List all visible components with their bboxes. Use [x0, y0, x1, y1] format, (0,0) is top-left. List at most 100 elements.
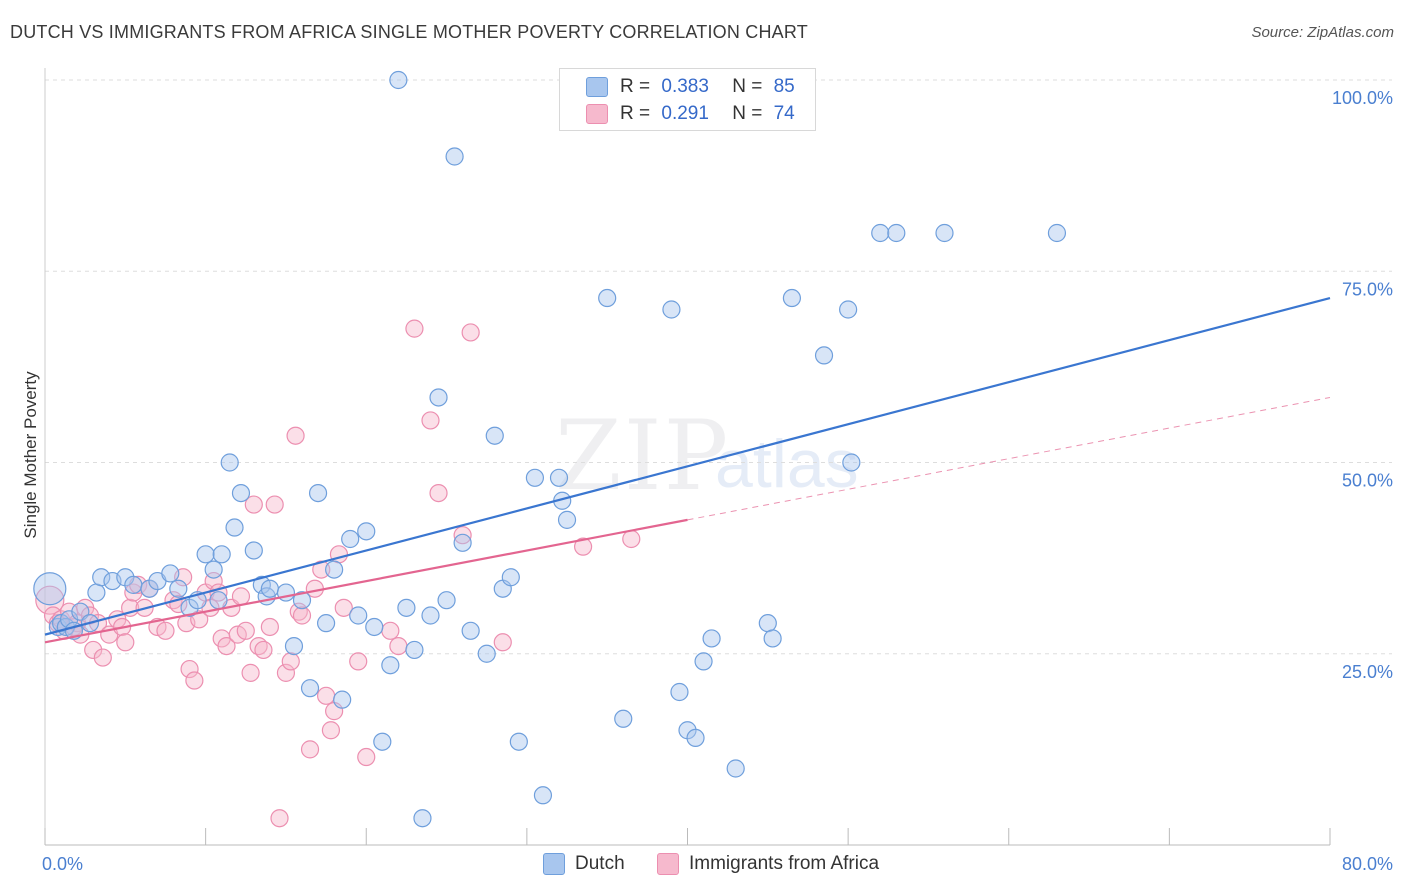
- africa-point: [300, 740, 320, 759]
- chart-title: DUTCH VS IMMIGRANTS FROM AFRICA SINGLE M…: [10, 22, 808, 42]
- africa-point: [156, 621, 175, 640]
- africa-point: [265, 495, 284, 514]
- dutch-point: [292, 591, 312, 610]
- bottom-legend-africa: Immigrants from Africa: [657, 850, 879, 878]
- dutch-point: [349, 606, 368, 625]
- correlation-legend: R = 0.383 N = 85 R = 0.291 N = 74: [559, 68, 816, 131]
- dutch-point: [662, 300, 681, 319]
- dutch-point: [421, 606, 440, 625]
- tick-labels: 25.0% 50.0% 75.0% 100.0% 0.0% 80.0%: [42, 88, 1393, 874]
- africa-point: [254, 640, 273, 660]
- dutch-trend-line: [44, 296, 1331, 636]
- dutch-point: [461, 621, 480, 640]
- africa-point: [292, 606, 312, 625]
- dutch-point: [231, 484, 251, 503]
- dutch-point: [169, 579, 188, 598]
- bottom-africa-label: Immigrants from Africa: [689, 853, 880, 874]
- africa-swatch: [586, 104, 608, 124]
- dutch-point: [300, 679, 320, 698]
- africa-point: [84, 640, 103, 660]
- dutch-point: [373, 732, 392, 751]
- dutch-point: [557, 510, 577, 529]
- africa-point: [349, 652, 368, 671]
- dutch-point: [782, 288, 802, 308]
- dutch-point: [333, 690, 352, 709]
- x-tick-label-max: 80.0%: [1342, 854, 1393, 874]
- africa-point: [286, 426, 305, 445]
- africa-point: [241, 663, 260, 682]
- axes: [44, 68, 1331, 846]
- dutch-point: [525, 468, 545, 487]
- africa-r-value: 0.291: [661, 103, 709, 124]
- dutch-point: [316, 614, 336, 633]
- dutch-point: [413, 809, 432, 828]
- africa-point: [93, 648, 112, 667]
- dutch-r-label: R =: [620, 76, 651, 97]
- africa-point: [281, 652, 300, 671]
- dutch-point: [437, 591, 456, 610]
- x-tick-label-min: 0.0%: [42, 854, 83, 874]
- africa-point: [453, 526, 472, 545]
- dutch-point: [871, 223, 890, 243]
- dutch-point: [670, 682, 689, 702]
- dutch-r-value: 0.383: [661, 76, 709, 97]
- y-tick-label: 75.0%: [1342, 279, 1393, 299]
- dutch-point: [357, 522, 376, 541]
- africa-point: [236, 621, 255, 640]
- dutch-point: [509, 732, 528, 751]
- bottom-legend-dutch: Dutch: [543, 850, 625, 878]
- africa-point: [622, 529, 641, 549]
- dutch-point: [212, 545, 231, 564]
- dutch-point: [485, 426, 504, 445]
- dutch-point: [445, 147, 464, 166]
- trend-lines: [44, 296, 1331, 644]
- africa-point: [231, 587, 251, 606]
- dutch-point: [92, 568, 111, 587]
- dutch-point: [87, 583, 106, 602]
- dutch-point: [124, 575, 143, 595]
- dutch-point: [614, 709, 633, 728]
- africa-point: [276, 663, 296, 682]
- africa-point: [573, 537, 593, 556]
- africa-point: [429, 484, 448, 503]
- dutch-point: [325, 560, 344, 579]
- africa-trend-extension: [687, 396, 1331, 521]
- dutch-point: [341, 529, 360, 549]
- dutch-point: [429, 388, 448, 407]
- dutch-point: [598, 288, 617, 308]
- y-tick-label: 25.0%: [1342, 662, 1393, 682]
- y-tick-label: 50.0%: [1342, 471, 1393, 491]
- africa-point: [270, 809, 289, 828]
- africa-point: [217, 636, 236, 656]
- africa-point: [244, 495, 263, 514]
- dutch-swatch: [586, 77, 608, 97]
- africa-point: [461, 323, 480, 342]
- dutch-point: [220, 453, 239, 472]
- dutch-point: [161, 564, 180, 583]
- africa-point: [334, 598, 353, 617]
- dutch-point: [381, 656, 400, 675]
- dutch-point: [308, 484, 328, 503]
- africa-point: [35, 585, 65, 615]
- africa-point: [357, 747, 376, 767]
- africa-point: [405, 319, 424, 338]
- bottom-dutch-label: Dutch: [575, 853, 625, 874]
- source-credit: Source: ZipAtlas.com: [1251, 24, 1394, 41]
- africa-n-label: N =: [732, 103, 763, 124]
- dutch-point: [225, 518, 244, 537]
- dutch-point: [204, 560, 223, 579]
- dutch-point: [839, 300, 858, 319]
- dutch-point: [477, 644, 496, 663]
- dutch-point: [33, 572, 67, 606]
- dutch-point: [842, 453, 861, 472]
- africa-point: [185, 671, 204, 690]
- dutch-point: [533, 786, 553, 805]
- africa-point: [316, 686, 336, 705]
- dutch-point: [453, 533, 472, 552]
- dutch-point: [260, 579, 279, 598]
- africa-point: [421, 411, 440, 430]
- dutch-point: [726, 759, 745, 778]
- dutch-point: [405, 640, 424, 660]
- dutch-point: [887, 223, 906, 243]
